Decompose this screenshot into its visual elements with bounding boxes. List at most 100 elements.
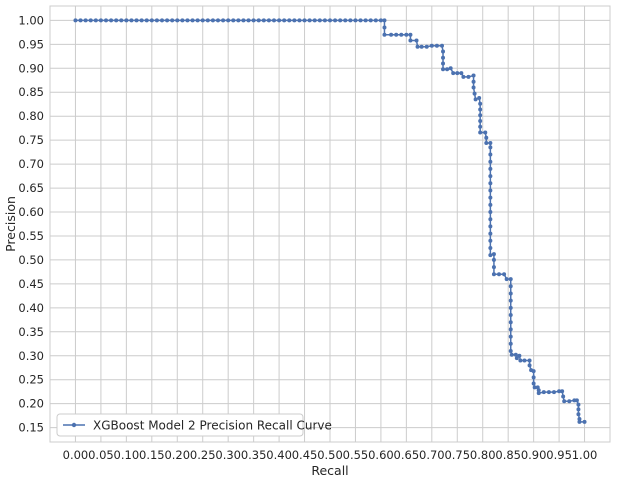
- data-point: [576, 407, 581, 412]
- data-point: [513, 352, 518, 357]
- data-point: [408, 32, 413, 37]
- y-tick-label: 0.35: [18, 325, 44, 339]
- data-point: [382, 32, 387, 37]
- data-point: [160, 18, 164, 23]
- data-point: [532, 385, 537, 390]
- data-point: [455, 71, 460, 76]
- data-point: [473, 97, 478, 102]
- data-point: [484, 135, 489, 140]
- data-point: [508, 334, 513, 339]
- data-point: [577, 419, 582, 424]
- data-point: [477, 95, 482, 100]
- x-tick-label: 0.10: [114, 448, 140, 462]
- data-point: [312, 18, 317, 23]
- y-tick-label: 0.45: [18, 277, 44, 291]
- x-tick-label: 0.35: [241, 448, 267, 462]
- data-point: [119, 18, 124, 23]
- data-point: [139, 18, 144, 23]
- data-point: [557, 389, 562, 394]
- x-tick-label: 0.55: [343, 448, 369, 462]
- data-point: [104, 18, 108, 23]
- data-point: [124, 18, 129, 23]
- data-point: [472, 91, 477, 96]
- x-tick-label: 0.40: [266, 448, 292, 462]
- data-point: [488, 217, 493, 222]
- data-point: [448, 66, 453, 71]
- data-point: [297, 18, 302, 23]
- data-point: [373, 18, 378, 23]
- data-point: [488, 174, 493, 179]
- data-point: [471, 79, 476, 84]
- data-point: [508, 277, 513, 282]
- x-tick-label: 0.70: [419, 448, 445, 462]
- data-point: [508, 327, 513, 332]
- data-point: [378, 18, 383, 23]
- data-point: [83, 18, 88, 23]
- data-point: [343, 18, 348, 23]
- data-point: [561, 394, 566, 399]
- data-point: [231, 18, 236, 23]
- data-point: [497, 272, 502, 277]
- data-point: [518, 358, 523, 363]
- data-point: [200, 18, 205, 23]
- series-layer: [73, 18, 587, 424]
- data-point: [317, 18, 322, 23]
- data-point: [488, 231, 493, 236]
- data-point: [221, 18, 226, 23]
- data-point: [394, 32, 399, 37]
- legend-marker-sample: [71, 422, 77, 428]
- data-point: [261, 18, 266, 23]
- data-point: [484, 141, 489, 146]
- data-point: [531, 369, 536, 374]
- data-point: [488, 188, 493, 193]
- y-tick-label: 0.80: [18, 109, 44, 123]
- data-point: [582, 419, 587, 424]
- data-point: [478, 101, 483, 106]
- y-tick-label: 0.70: [18, 157, 44, 171]
- data-point: [514, 356, 519, 361]
- data-point: [508, 320, 513, 325]
- data-point: [459, 71, 464, 76]
- data-point: [424, 44, 429, 49]
- data-point: [429, 43, 434, 48]
- data-point: [562, 399, 567, 404]
- data-point: [488, 141, 493, 146]
- data-point: [502, 272, 507, 277]
- data-point: [434, 43, 439, 48]
- data-point: [246, 18, 251, 23]
- data-point: [440, 43, 444, 48]
- data-point: [88, 18, 93, 23]
- data-point: [353, 18, 358, 23]
- y-tick-label: 0.65: [18, 181, 44, 195]
- legend-box: [56, 413, 304, 437]
- data-point: [488, 202, 493, 207]
- data-point: [576, 402, 581, 407]
- data-point: [241, 18, 246, 23]
- data-point: [216, 18, 220, 23]
- x-axis-ticks: 0.00 0.05 0.10 0.15 0.20 0.25 0.30 0.35 0.40 0.45…: [63, 448, 598, 462]
- y-tick-label: 0.55: [18, 229, 44, 243]
- data-point: [73, 18, 78, 23]
- data-point: [358, 18, 363, 23]
- data-point: [414, 38, 419, 43]
- data-point: [504, 277, 509, 282]
- x-tick-label: 0.85: [495, 448, 521, 462]
- y-tick-label: 0.40: [18, 301, 44, 315]
- data-point: [546, 390, 551, 395]
- data-point: [478, 107, 483, 112]
- y-tick-label: 0.60: [18, 205, 44, 219]
- legend-entry-label: XGBoost Model 2 Precision Recall Curve: [93, 419, 332, 433]
- x-tick-label: 0.90: [521, 448, 547, 462]
- data-point: [185, 18, 190, 23]
- data-point: [491, 265, 496, 270]
- data-point: [93, 18, 98, 23]
- data-point: [441, 49, 446, 54]
- data-point: [149, 18, 154, 23]
- data-point: [277, 18, 282, 23]
- data-point: [266, 18, 271, 23]
- data-point: [478, 130, 483, 135]
- y-tick-label: 0.85: [18, 85, 44, 99]
- data-point: [509, 352, 514, 357]
- data-point: [205, 18, 210, 23]
